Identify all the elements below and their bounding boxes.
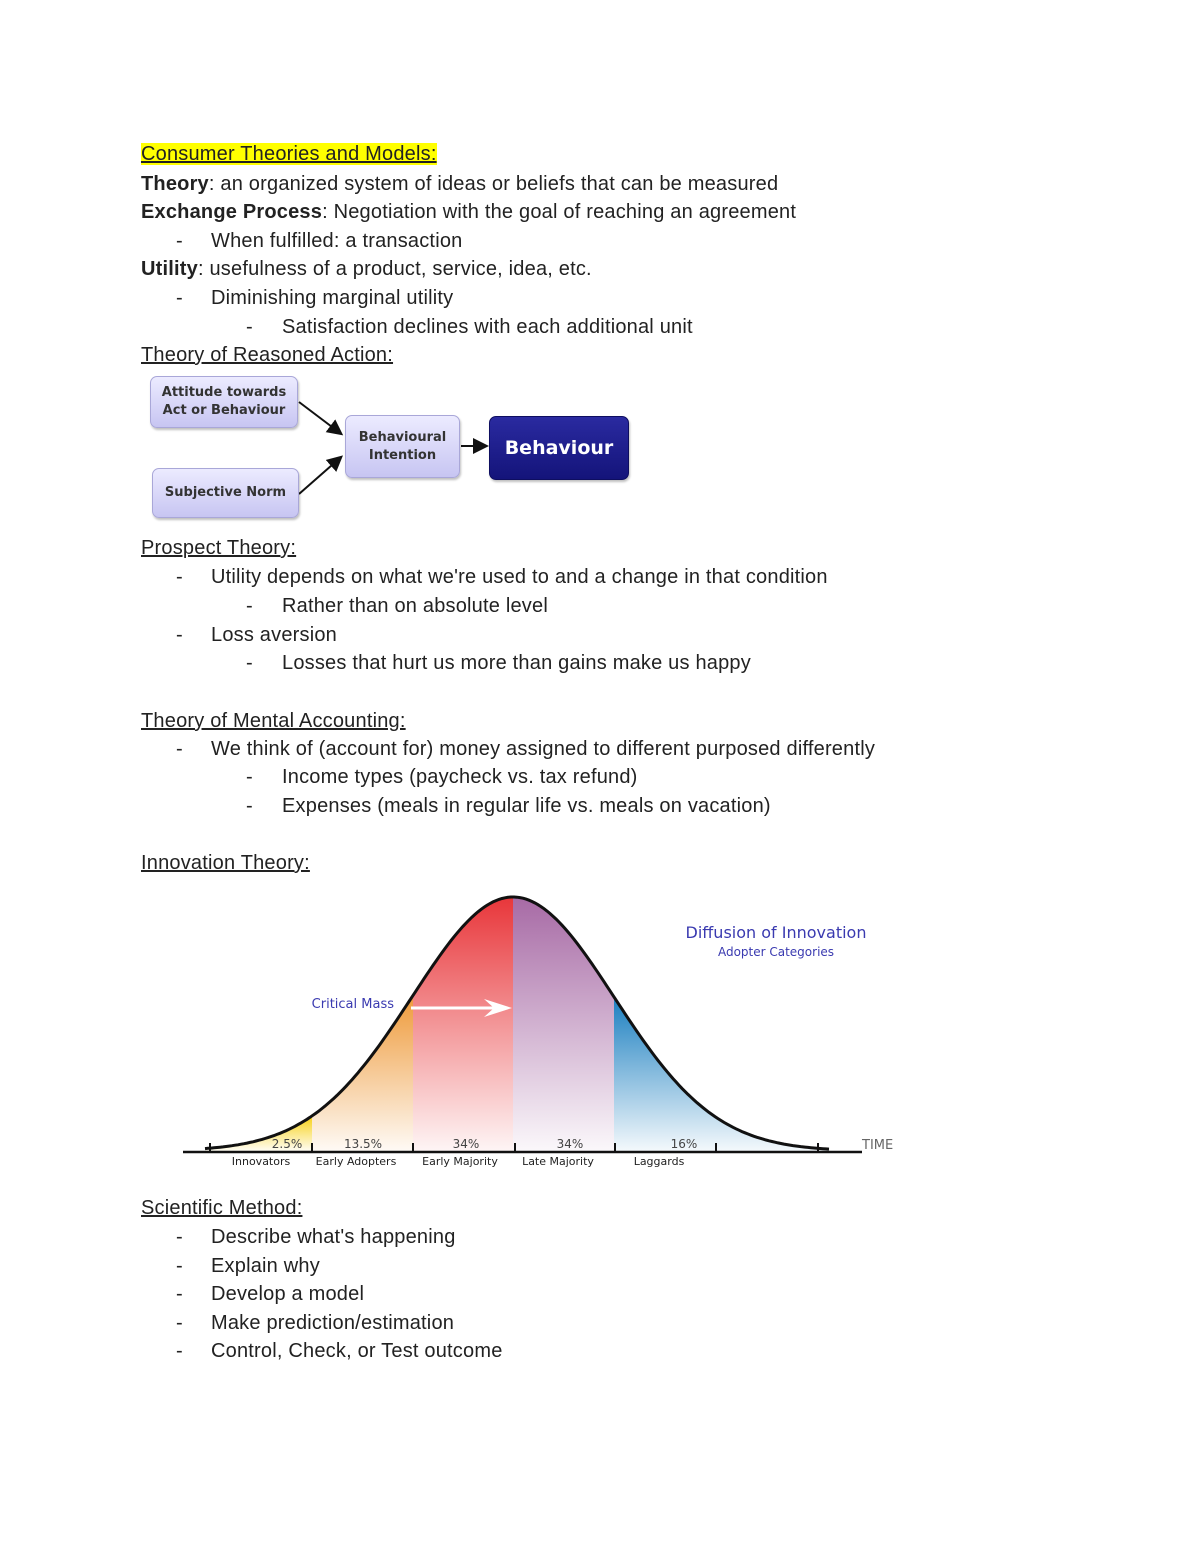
- definition-exchange-process: Exchange Process: Negotiation with the g…: [141, 201, 797, 223]
- arrow-norm: [298, 455, 344, 495]
- chart-title: Diffusion of Innovation: [686, 923, 867, 942]
- x-axis-label: TIME: [861, 1138, 893, 1153]
- bullet: We think of (account for) money assigned…: [211, 738, 876, 760]
- percent-label: 2.5%: [272, 1137, 303, 1151]
- subbullet: Satisfaction declines with each addition…: [282, 316, 693, 338]
- bell-curve: [204, 895, 830, 1151]
- category-label: Early Adopters: [316, 1155, 397, 1168]
- arrow-attitude: [298, 401, 344, 436]
- definition-theory: Theory: an organized system of ideas or …: [141, 173, 779, 195]
- step-item: Control, Check, or Test outcome: [211, 1340, 503, 1362]
- diagram-arrows: [298, 401, 489, 495]
- step-item: Explain why: [211, 1254, 320, 1277]
- chart-subtitle: Adopter Categories: [718, 945, 834, 959]
- band-early-majority: [413, 897, 513, 1151]
- subbullet: Income types (paycheck vs. tax refund): [282, 766, 638, 788]
- category-label: Late Majority: [522, 1155, 594, 1168]
- critical-mass-arrowhead: [484, 999, 512, 1017]
- subbullet: Rather than on absolute level: [282, 595, 548, 617]
- subjective-norm-box: Subjective Norm: [152, 468, 299, 518]
- behavioural-intention-box: Behavioural Intention: [345, 415, 460, 478]
- category-label: Innovators: [232, 1155, 291, 1168]
- bullet: Loss aversion: [211, 624, 337, 646]
- behaviour-box: Behaviour: [489, 416, 629, 480]
- band-late-majority: [513, 897, 614, 1151]
- band-laggards: [614, 996, 830, 1151]
- bullet: When fulfilled: a transaction: [211, 230, 463, 252]
- subbullet: Losses that hurt us more than gains make…: [282, 652, 751, 674]
- definition-utility: Utility: usefulness of a product, servic…: [141, 258, 592, 280]
- percent-label: 34%: [453, 1137, 480, 1151]
- subbullet: Expenses (meals in regular life vs. meal…: [282, 795, 771, 817]
- percent-label: 13.5%: [344, 1137, 382, 1151]
- percent-label: 34%: [557, 1137, 584, 1151]
- percent-label: 16%: [671, 1137, 698, 1151]
- step-item: Describe what's happening: [211, 1226, 456, 1248]
- heading-prospect-theory: Prospect Theory:: [141, 537, 297, 559]
- heading-reasoned-action: Theory of Reasoned Action:: [141, 344, 394, 366]
- category-label: Laggards: [634, 1155, 685, 1168]
- category-label: Early Majority: [422, 1155, 498, 1168]
- bullet: Diminishing marginal utility: [211, 287, 454, 309]
- step-item: Make prediction/estimation: [211, 1311, 455, 1334]
- heading-mental-accounting: Theory of Mental Accounting:: [141, 710, 406, 732]
- critical-mass-label: Critical Mass: [312, 997, 395, 1012]
- step-item: Develop a model: [211, 1283, 365, 1305]
- attitude-box: Attitude towards Act or Behaviour: [150, 376, 298, 428]
- page-title: Consumer Theories and Models:: [141, 143, 437, 165]
- heading-scientific-method: Scientific Method:: [141, 1197, 303, 1219]
- bullet: Utility depends on what we're used to an…: [211, 566, 828, 588]
- heading-innovation-theory: Innovation Theory:: [141, 852, 310, 874]
